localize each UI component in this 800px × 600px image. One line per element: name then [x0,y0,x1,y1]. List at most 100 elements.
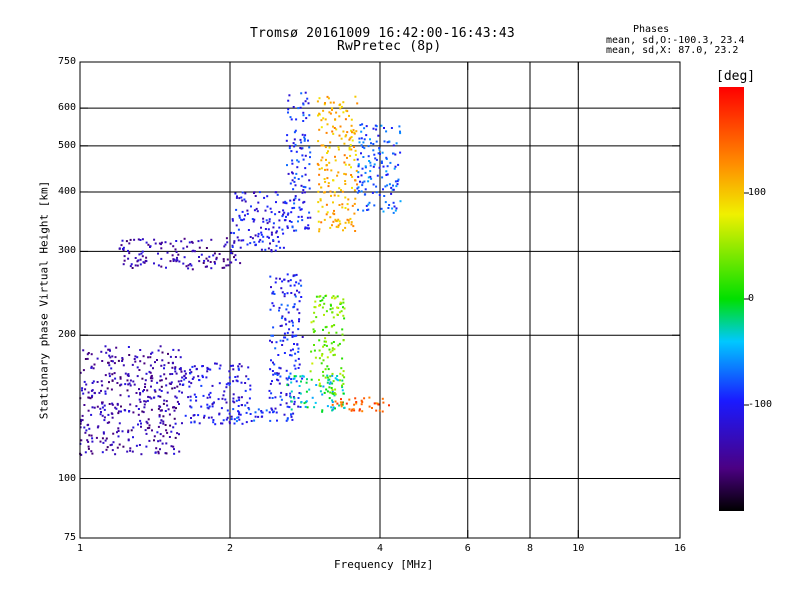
phases-o-line: mean, sd,O:-100.3, 23.4 [606,35,745,46]
scatter-point [257,408,260,411]
scatter-point [347,221,350,224]
scatter-point [334,159,337,162]
scatter-point [350,409,353,412]
scatter-point [86,357,89,360]
scatter-point [268,220,271,223]
scatter-point [160,243,162,246]
scatter-point [209,391,212,394]
scatter-point [342,314,345,317]
scatter-point [285,202,288,205]
scatter-point [399,130,401,133]
scatter-point [237,405,240,407]
scatter-point [378,409,381,412]
scatter-point [341,401,344,404]
scatter-point [357,208,359,211]
scatter-point [331,382,334,385]
scatter-point [355,402,358,405]
scatter-point [165,429,168,432]
scatter-point [126,389,129,392]
scatter-point [368,160,371,162]
scatter-point [358,141,361,144]
scatter-point [222,258,225,261]
scatter-point [327,368,330,371]
scatter-point [369,170,372,173]
scatter-point [215,256,218,259]
scatter-point [286,213,289,216]
scatter-point [188,241,191,244]
scatter-point [276,419,278,422]
scatter-point [314,356,317,359]
scatter-point [169,424,172,427]
scatter-point [238,418,241,421]
scatter-point [291,335,294,338]
scatter-point [136,264,139,267]
scatter-point [391,188,394,191]
scatter-point [228,420,231,423]
scatter-point [93,406,96,409]
scatter-point [91,389,94,392]
scatter-point [274,281,277,284]
scatter-point [139,360,142,363]
scatter-point [126,379,129,382]
scatter-point [323,218,326,221]
x-tick-label: 6 [464,543,471,554]
scatter-point [106,387,109,390]
scatter-point [337,218,340,221]
scatter-point [236,375,239,378]
scatter-point [373,204,376,207]
scatter-point [275,277,278,280]
phases-title: Phases [633,24,670,35]
scatter-point [320,159,323,162]
scatter-point [121,430,124,433]
scatter-point [239,262,242,265]
scatter-point [139,349,142,351]
scatter-point [318,339,321,342]
scatter-point [329,141,332,144]
scatter-point [189,263,192,265]
scatter-point [297,357,300,360]
scatter-point [302,189,305,192]
scatter-point [137,238,140,241]
scatter-point [181,376,184,379]
scatter-point [208,255,211,258]
scatter-point [324,376,327,379]
scatter-point [122,364,125,367]
scatter-point [89,397,92,400]
scatter-point [139,392,142,394]
scatter-point [257,415,260,418]
scatter-point [101,360,104,362]
scatter-point [210,416,213,419]
scatter-point [132,380,135,383]
scatter-point [99,407,102,410]
scatter-point [333,194,336,197]
scatter-point [172,445,175,448]
scatter-point [361,167,364,170]
scatter-point [237,228,240,231]
scatter-point [285,393,288,395]
scatter-point [349,154,352,157]
scatter-point [143,400,146,403]
scatter-point [373,153,376,156]
scatter-point [118,247,121,250]
scatter-point [343,317,346,320]
scatter-point [304,226,307,229]
scatter-point [287,280,290,282]
scatter-point [318,304,321,307]
scatter-point [219,364,222,367]
scatter-point [292,188,295,191]
scatter-point [321,410,324,413]
scatter-point [91,440,94,443]
scatter-point [326,381,329,384]
scatter-point [323,340,326,343]
scatter-point [133,358,136,360]
scatter-point [254,411,257,414]
scatter-point [178,403,180,405]
scatter-point [235,420,238,423]
scatter-point [247,229,250,231]
scatter-point [151,351,154,354]
scatter-point [326,95,329,98]
scatter-point [120,383,123,386]
scatter-point [147,418,150,421]
scatter-point [129,384,132,387]
scatter-point [159,409,162,412]
